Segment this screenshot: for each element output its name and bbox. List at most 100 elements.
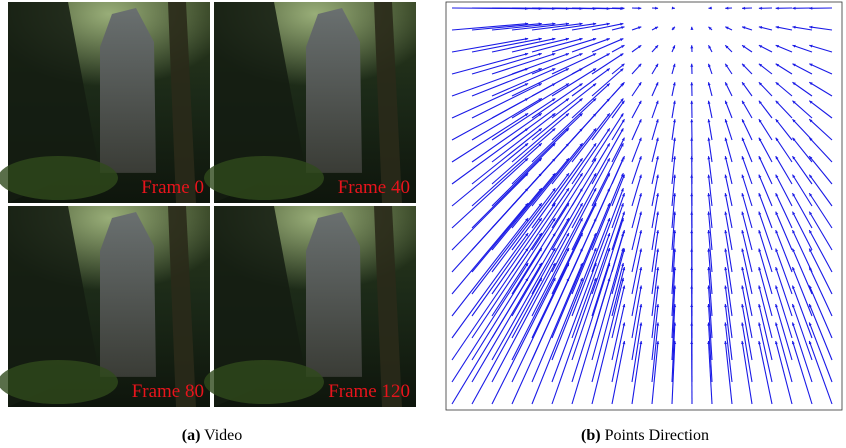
arrow-head (538, 128, 542, 132)
arrow-head (758, 193, 762, 197)
arrow-head (622, 322, 626, 326)
vector-arrow (671, 174, 676, 207)
arrow-head (639, 211, 643, 215)
arrow-head (742, 100, 745, 105)
arrow-head (725, 82, 728, 86)
vector-arrow (531, 82, 583, 119)
vector-arrow (611, 192, 625, 229)
arrow-head (690, 174, 694, 178)
temple (100, 8, 156, 173)
arrow-head (552, 277, 556, 282)
arrow-head (792, 137, 796, 141)
vector-arrow (792, 155, 813, 185)
arrow-head (741, 193, 745, 197)
vector-arrow (471, 67, 542, 97)
arrow-head (656, 285, 660, 289)
arrow-head (607, 248, 611, 252)
arrow-head (592, 83, 597, 87)
vector-arrow (631, 229, 642, 273)
vector-arrow (491, 38, 556, 53)
vector-arrow (591, 217, 624, 317)
vector-arrow (531, 53, 583, 75)
arrow-head (638, 63, 642, 67)
arrow-head (809, 193, 813, 197)
arrow-head (638, 119, 642, 123)
arrow-head (671, 26, 675, 31)
vector-arrow (792, 192, 813, 229)
arrow-head (580, 262, 583, 267)
arrow-head (775, 119, 779, 123)
caption-a: (a) Video (182, 427, 243, 444)
frame-label: Frame 0 (141, 177, 204, 198)
arrow-head (690, 63, 694, 67)
arrow-head (565, 158, 569, 162)
arrow-head (606, 113, 610, 117)
arrow-head (775, 6, 779, 10)
arrow-head (621, 218, 624, 222)
vector-arrow (758, 155, 773, 185)
arrow-head (758, 267, 762, 271)
arrow-head (707, 137, 711, 141)
vector-arrow (531, 232, 584, 339)
vector-arrow (809, 63, 833, 75)
vector-arrow (671, 267, 676, 317)
vector-arrow (531, 277, 584, 405)
arrow-head (758, 156, 762, 160)
arrow-head (621, 248, 624, 252)
arrow-head (775, 174, 779, 178)
vector-arrow (808, 229, 833, 273)
arrow-head (607, 173, 610, 177)
arrow-head (638, 100, 642, 105)
arrow-head (724, 322, 728, 326)
arrow-head (775, 100, 779, 104)
arrow-head (775, 82, 779, 86)
vector-arrow (631, 118, 642, 141)
arrow-head (552, 113, 556, 117)
arrow-head (656, 322, 660, 326)
arrow-head (593, 218, 597, 222)
arrow-head (606, 98, 610, 102)
arrow-head (593, 233, 597, 237)
arrow-head (622, 285, 626, 289)
arrow-head (565, 83, 569, 87)
arrow-head (672, 82, 676, 86)
arrow-head (621, 45, 625, 49)
vector-arrow (471, 38, 542, 53)
arrow-head (606, 53, 610, 57)
vector-arrow (591, 187, 624, 273)
arrow-head (707, 248, 711, 252)
arrow-head (791, 340, 795, 345)
arrow-head (792, 193, 796, 197)
arrow-head (639, 340, 643, 345)
arrow-head (606, 22, 610, 26)
arrow-head (538, 113, 542, 117)
vector-arrow (451, 97, 529, 141)
arrow-head (592, 98, 597, 102)
arrow-head (638, 6, 642, 10)
arrow-head (607, 158, 610, 162)
arrow-head (707, 100, 711, 104)
arrow-head (775, 322, 778, 326)
vector-arrow (491, 262, 556, 383)
vector-arrow (775, 81, 793, 97)
arrow-head (552, 22, 556, 26)
arrow-head (707, 304, 711, 308)
vector-arrow (758, 211, 773, 251)
arrow-head (690, 230, 694, 234)
arrow-head (724, 285, 728, 289)
arrow-head (809, 44, 813, 48)
arrow-head (724, 100, 728, 105)
vector-arrow (611, 322, 626, 383)
vector-arrow (611, 137, 625, 163)
vector-arrow (551, 142, 597, 207)
vector-arrow (551, 83, 597, 119)
arrow-head (742, 119, 745, 123)
vector-arrow (471, 262, 543, 383)
arrow-head (566, 233, 569, 237)
vector-arrow (631, 248, 642, 295)
arrow-head (690, 137, 694, 141)
vector-arrow (707, 137, 713, 163)
frame-label: Frame 80 (132, 381, 204, 402)
vector-arrow (531, 97, 583, 141)
vector-arrow (511, 82, 570, 119)
